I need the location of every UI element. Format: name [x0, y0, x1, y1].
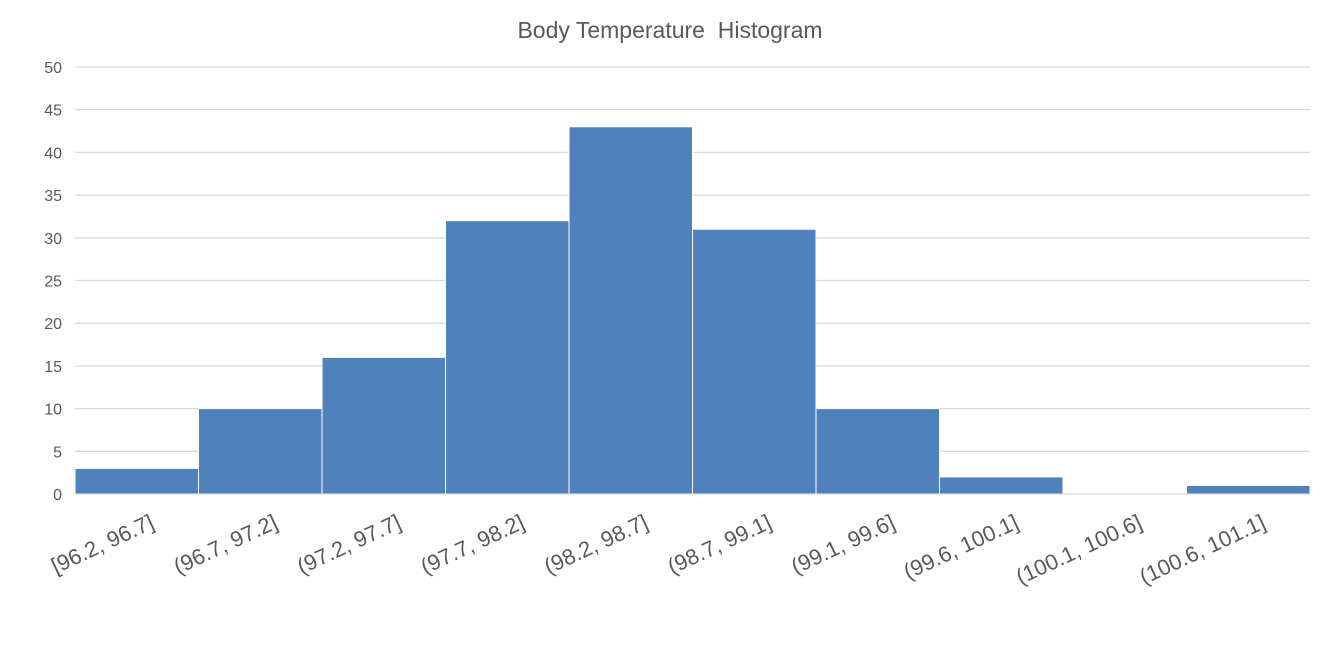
histogram-bar — [1186, 484, 1311, 495]
x-tick-label: (99.1, 99.6] — [787, 509, 898, 579]
bars — [74, 126, 1311, 495]
x-tick-label: (98.7, 99.1] — [664, 509, 775, 579]
y-tick-label: 25 — [44, 274, 62, 291]
y-tick-label: 20 — [44, 316, 62, 333]
x-tick-label: (97.7, 98.2] — [417, 509, 528, 579]
histogram-bar — [74, 467, 199, 495]
x-tick-label: (96.7, 97.2] — [170, 509, 281, 579]
y-tick-label: 50 — [44, 60, 62, 77]
histogram-bar — [815, 408, 940, 495]
y-tick-label: 15 — [44, 359, 62, 376]
x-axis-tick-labels: [96.2, 96.7] (96.7, 97.2] (97.2, 97.7] (97.… — [47, 509, 1269, 589]
y-tick-label: 35 — [44, 188, 62, 205]
y-tick-label: 30 — [44, 231, 62, 248]
chart-title: Body Temperature Histogram — [517, 17, 822, 43]
x-tick-label: (98.2, 98.7] — [540, 509, 651, 579]
y-tick-label: 45 — [44, 103, 62, 120]
x-tick-label: (100.6, 101.1] — [1135, 509, 1269, 589]
y-tick-label: 0 — [53, 487, 62, 504]
histogram-bar — [445, 220, 570, 495]
y-axis-tick-labels: 0 5 10 15 20 25 30 35 40 45 50 — [44, 60, 62, 504]
x-tick-label: (100.1, 100.6] — [1012, 509, 1146, 589]
histogram-bar — [939, 476, 1064, 495]
histogram-bar — [321, 356, 446, 495]
x-tick-label: (97.2, 97.7] — [293, 509, 404, 579]
histogram-bar — [198, 408, 323, 495]
x-tick-label: [96.2, 96.7] — [47, 509, 157, 578]
y-tick-label: 5 — [53, 444, 62, 461]
y-tick-label: 10 — [44, 402, 62, 419]
y-tick-label: 40 — [44, 145, 62, 162]
x-tick-label: (99.6, 100.1] — [900, 509, 1023, 584]
histogram-bar — [568, 126, 693, 495]
histogram-bar — [692, 228, 817, 495]
